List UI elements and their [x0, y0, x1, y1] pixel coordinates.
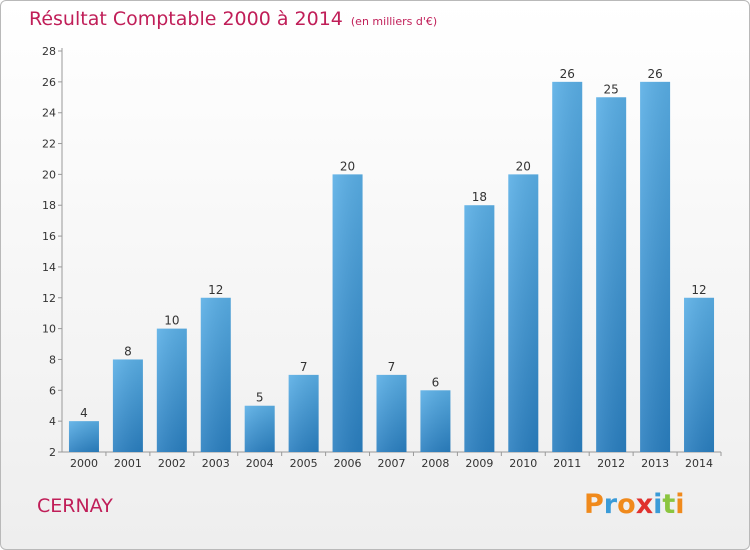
logo-letter: t: [662, 489, 676, 520]
y-tick-label: 20: [42, 168, 56, 181]
x-tick-label: 2002: [158, 457, 186, 470]
logo-letter: i: [653, 489, 663, 520]
x-tick-label: 2011: [553, 457, 581, 470]
y-tick-label: 4: [49, 415, 56, 428]
y-tick-label: 12: [42, 292, 56, 305]
logo-letter: r: [603, 489, 618, 520]
title-text: Résultat Comptable 2000 à 2014: [29, 8, 343, 30]
bar-shade: [640, 81, 671, 452]
chart-subtitle: (en milliers d'€): [350, 15, 438, 28]
x-tick-label: 2008: [421, 457, 449, 470]
data-label: 4: [80, 406, 88, 420]
x-tick-label: 2009: [465, 457, 493, 470]
bar-shade: [376, 374, 407, 452]
data-label: 8: [124, 344, 132, 358]
bar-shade: [332, 174, 363, 452]
bar-shade: [112, 359, 143, 452]
y-tick-label: 18: [42, 199, 56, 212]
y-tick-label: 8: [49, 353, 56, 366]
x-tick-label: 2010: [509, 457, 537, 470]
x-tick-label: 2007: [378, 457, 406, 470]
data-label: 26: [560, 67, 575, 81]
commune-name: CERNAY: [37, 495, 113, 517]
x-tick-label: 2004: [246, 457, 274, 470]
bar-shade: [684, 297, 715, 452]
bar-shade: [68, 421, 99, 452]
proxiti-logo: Proxiti: [584, 489, 685, 520]
data-label: 12: [691, 283, 706, 297]
y-tick-label: 14: [42, 261, 56, 274]
bars: [68, 81, 715, 453]
chart-title: Résultat Comptable 2000 à 2014 (en millie…: [29, 8, 437, 30]
bar-shade: [420, 390, 451, 452]
x-tick-label: 2012: [597, 457, 625, 470]
data-label: 10: [164, 314, 179, 328]
logo-letter: P: [584, 489, 604, 520]
data-label: 18: [472, 190, 487, 204]
bar-shade: [288, 374, 319, 452]
data-label: 25: [604, 82, 619, 96]
data-label: 7: [300, 360, 308, 374]
data-label: 7: [388, 360, 396, 374]
bar-shade: [200, 297, 231, 452]
x-tick-label: 2003: [202, 457, 230, 470]
logo-letter: o: [617, 489, 636, 520]
bar-shade: [596, 97, 627, 453]
x-tick-label: 2014: [685, 457, 713, 470]
data-labels: 4 8 10 12 5 7 20 7 6 18 20 26 25 26 12: [80, 67, 707, 420]
x-tick-label: 2013: [641, 457, 669, 470]
logo-letter: x: [635, 489, 654, 520]
x-tick-label: 2006: [334, 457, 362, 470]
y-tick-label: 24: [42, 107, 56, 120]
y-tick-label: 28: [42, 45, 56, 58]
data-label: 5: [256, 391, 264, 405]
bar-shade: [244, 405, 275, 452]
x-tick-label: 2005: [290, 457, 318, 470]
bar-shade: [552, 81, 583, 452]
x-tick-label: 2001: [114, 457, 142, 470]
data-label: 20: [516, 159, 531, 173]
y-tick-label: 26: [42, 76, 56, 89]
bar-shade: [508, 174, 539, 452]
x-tick-label: 2000: [70, 457, 98, 470]
bar-shade: [156, 328, 187, 452]
y-tick-label: 2: [49, 446, 56, 459]
y-tick-label: 6: [49, 384, 56, 397]
y-tick-label: 10: [42, 323, 56, 336]
bar-shade: [464, 205, 495, 452]
y-tick-label: 22: [42, 138, 56, 151]
data-label: 12: [208, 283, 223, 297]
data-label: 26: [647, 67, 662, 81]
y-tick-label: 16: [42, 230, 56, 243]
logo-letter: i: [675, 489, 685, 520]
data-label: 6: [432, 375, 440, 389]
data-label: 20: [340, 159, 355, 173]
